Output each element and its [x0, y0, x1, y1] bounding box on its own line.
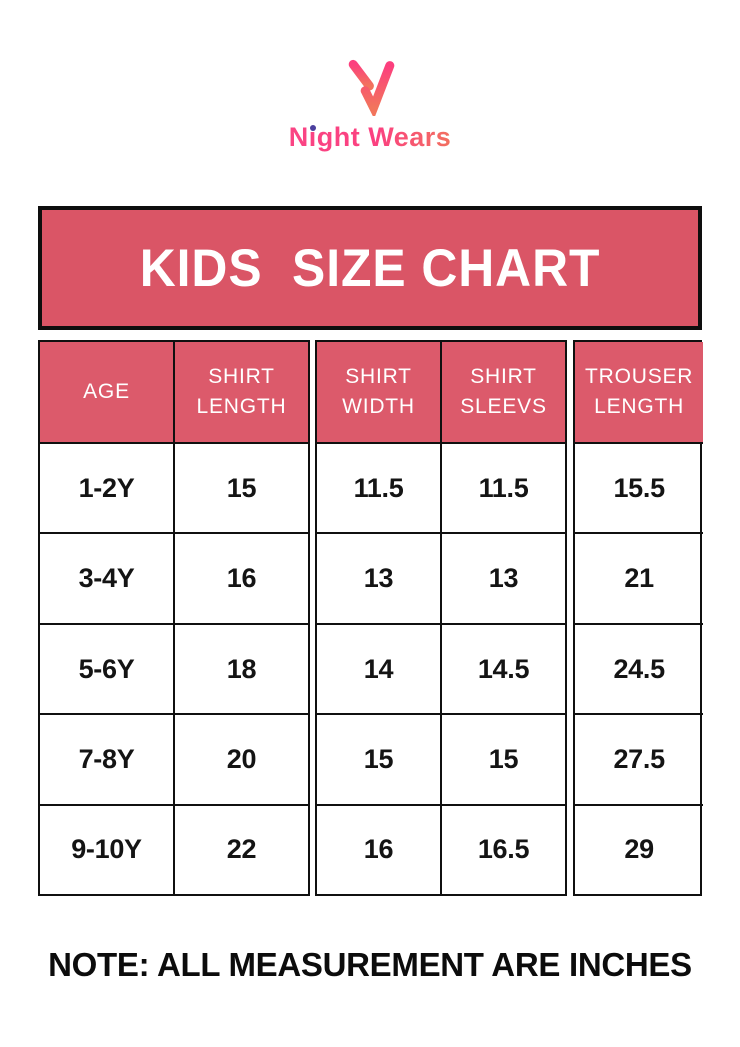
shirt-sleeves-cell: 11.5	[478, 472, 529, 503]
age-cell: 7-8Y	[40, 713, 173, 803]
brand-name: Night Wears	[288, 122, 452, 152]
night-wears-n-icon	[348, 59, 395, 116]
trouser-length-cell: 27.5	[575, 713, 704, 803]
column-header-trouser-length: TROUSER LENGTH	[575, 342, 704, 444]
shirt-length-cell: 15	[226, 472, 257, 503]
shirt-length-cell: 20	[175, 713, 308, 803]
age-cell: 9-10Y	[40, 803, 173, 894]
shirt-width-cell: 16	[317, 803, 440, 894]
table-group-trouser: TROUSER LENGTH 15.5 21 24.5 27.5 29	[573, 340, 704, 896]
table-group-width-sleeves: SHIRT WIDTH 11.5 13 14 15 16 SHIRT SLEEV…	[315, 340, 567, 896]
brand-i-dot-icon	[309, 125, 316, 131]
measurement-note: NOTE: ALL MEASUREMENT ARE INCHES	[48, 946, 692, 983]
column-shirt-length: SHIRT LENGTH 15 16 18 20 22	[173, 342, 308, 894]
shirt-width-cell: 14	[317, 622, 440, 713]
column-shirt-sleeves: SHIRT SLEEVS 11.5 13 14.5 15 16.5	[440, 342, 565, 894]
trouser-length-cell: 21	[575, 532, 704, 622]
trouser-length-cell: 29	[575, 803, 704, 894]
column-header-shirt-sleeves: SHIRT SLEEVS	[442, 342, 565, 444]
page-title: KIDS SIZE CHART	[139, 238, 601, 298]
shirt-width-cell: 11.5	[353, 472, 404, 503]
table-group-age-shirt-length: AGE 1-2Y 3-4Y 5-6Y 7-8Y 9-10Y SHIRT LENG…	[38, 340, 310, 896]
shirt-width-cell: 13	[317, 532, 440, 622]
shirt-length-cell: 18	[175, 622, 308, 713]
shirt-sleeves-cell: 16.5	[442, 803, 565, 894]
shirt-sleeves-cell: 15	[442, 713, 565, 803]
shirt-sleeves-cell: 14.5	[442, 622, 565, 713]
shirt-length-cell: 16	[175, 532, 308, 622]
size-table: AGE 1-2Y 3-4Y 5-6Y 7-8Y 9-10Y SHIRT LENG…	[38, 340, 704, 896]
trouser-length-cell: 24.5	[575, 622, 704, 713]
shirt-sleeves-cell: 13	[442, 532, 565, 622]
column-header-shirt-length: SHIRT LENGTH	[175, 342, 308, 444]
age-cell: 1-2Y	[78, 472, 135, 503]
age-cell: 3-4Y	[40, 532, 173, 622]
brand-logo: Night Wears	[0, 56, 740, 153]
age-cell: 5-6Y	[40, 622, 173, 713]
shirt-width-cell: 15	[317, 713, 440, 803]
column-header-shirt-width: SHIRT WIDTH	[317, 342, 440, 444]
shirt-length-cell: 22	[175, 803, 308, 894]
title-banner: KIDS SIZE CHART	[38, 206, 702, 330]
column-trouser-length: TROUSER LENGTH 15.5 21 24.5 27.5 29	[575, 342, 704, 894]
column-age: AGE 1-2Y 3-4Y 5-6Y 7-8Y 9-10Y	[40, 342, 173, 894]
column-shirt-width: SHIRT WIDTH 11.5 13 14 15 16	[317, 342, 440, 894]
column-header-age: AGE	[40, 342, 173, 444]
trouser-length-cell: 15.5	[613, 472, 665, 503]
